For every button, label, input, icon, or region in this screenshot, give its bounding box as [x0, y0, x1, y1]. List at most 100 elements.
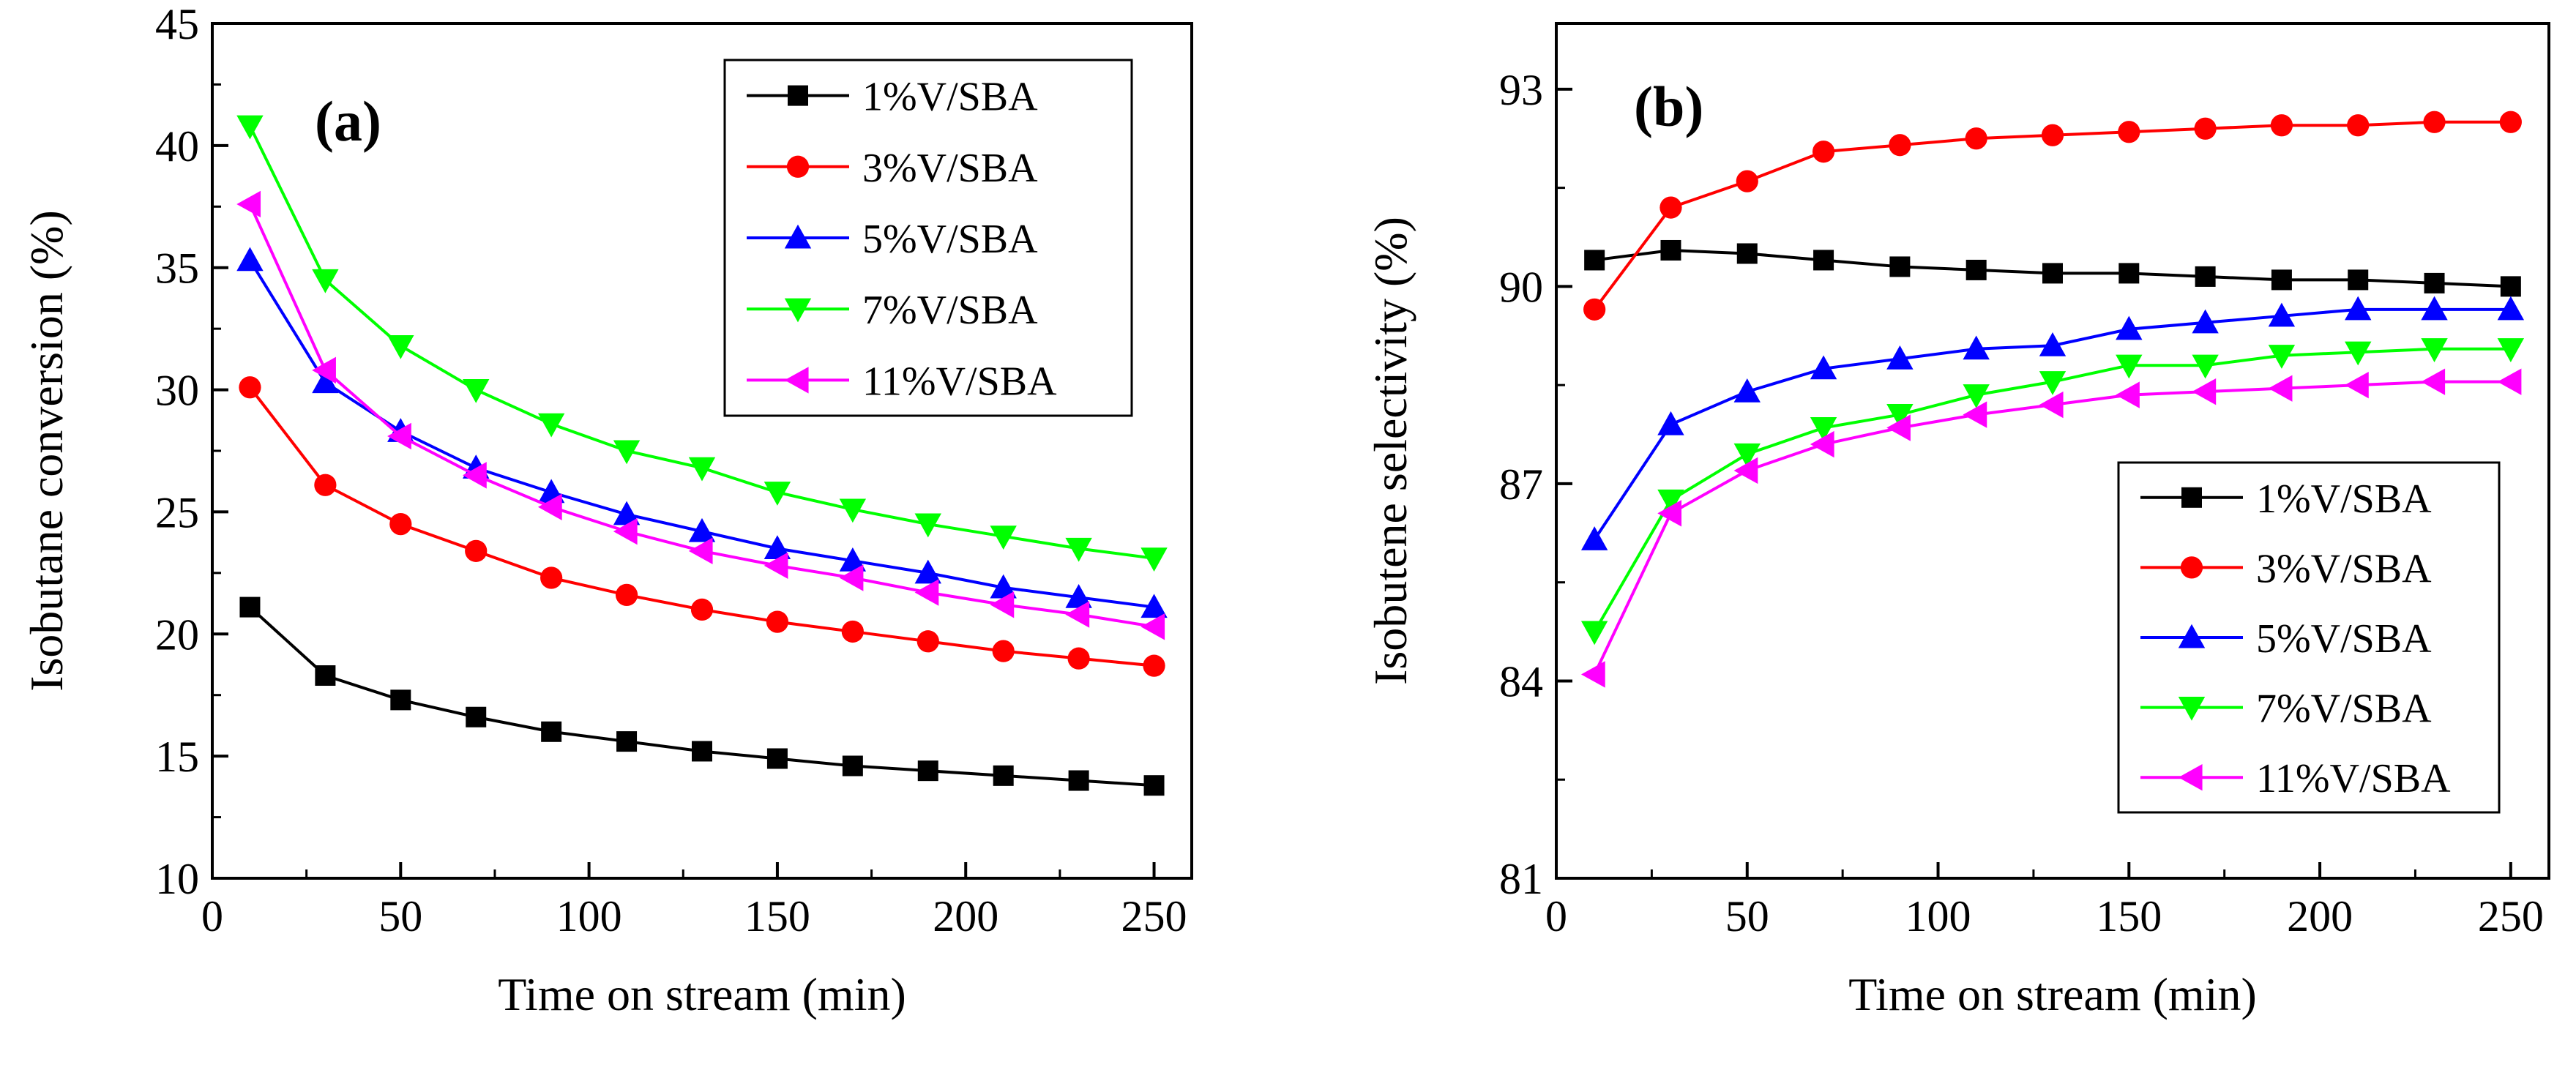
panel-a-x-tick-label: 200: [933, 892, 998, 940]
data-point-11pctv-sba: [1657, 500, 1682, 527]
data-point-11pctv-sba: [312, 356, 336, 384]
legend-label-5pctv-sba: 5%V/SBA: [2256, 616, 2432, 662]
data-point-11pctv-sba: [613, 517, 638, 545]
series-3pctv-sba: [1583, 111, 2522, 321]
data-point-5pctv-sba: [236, 247, 264, 272]
data-point-7pctv-sba: [613, 440, 641, 465]
data-point-7pctv-sba: [1580, 621, 1608, 646]
panel-b-x-tick-label: 100: [1905, 892, 1971, 940]
data-point-7pctv-sba: [688, 457, 716, 482]
data-point-1pctv-sba: [541, 721, 562, 742]
data-point-7pctv-sba: [312, 269, 339, 293]
data-point-11pctv-sba: [387, 422, 411, 450]
data-point-5pctv-sba: [2497, 296, 2525, 321]
panel-a-x-tick-label: 50: [378, 892, 422, 940]
panel-b-label: (b): [1634, 75, 1703, 138]
data-point-7pctv-sba: [2116, 354, 2143, 379]
data-point-1pctv-sba: [2348, 269, 2369, 291]
series-5pctv-sba: [1580, 296, 2525, 550]
panel-b-y-tick-label: 90: [1499, 263, 1543, 311]
data-point-7pctv-sba: [1065, 537, 1092, 562]
panel-b-plot-frame: [1555, 22, 2550, 880]
data-point-3pctv-sba: [1812, 141, 1835, 163]
panel-a-label: (a): [315, 89, 381, 153]
data-point-11pctv-sba: [1733, 457, 1758, 485]
data-point-11pctv-sba: [990, 591, 1015, 618]
data-point-11pctv-sba: [2345, 371, 2369, 399]
data-point-1pctv-sba: [2271, 269, 2292, 291]
data-point-1pctv-sba: [993, 765, 1014, 786]
data-point-5pctv-sba: [1810, 355, 1837, 380]
data-point-7pctv-sba: [387, 334, 414, 359]
data-point-3pctv-sba: [1583, 298, 1606, 321]
panel-a-x-tick-label: 150: [744, 892, 810, 940]
data-point-1pctv-sba: [2424, 272, 2445, 293]
data-point-11pctv-sba: [537, 493, 562, 520]
data-point-3pctv-sba: [1736, 170, 1758, 192]
data-point-7pctv-sba: [2497, 338, 2525, 362]
data-point-7pctv-sba: [2192, 354, 2219, 379]
panel-a-x-tick-label: 100: [556, 892, 622, 940]
data-point-3pctv-sba: [2118, 121, 2140, 143]
legend-marker-7pctv-sba: [784, 298, 812, 323]
data-point-7pctv-sba: [1657, 489, 1684, 514]
data-point-7pctv-sba: [1886, 404, 1914, 428]
legend-label-3pctv-sba: 3%V/SBA: [2256, 546, 2432, 591]
panel-a-y-tick-label: 45: [155, 0, 199, 48]
data-point-3pctv-sba: [1143, 654, 1165, 677]
data-point-3pctv-sba: [916, 630, 939, 653]
data-point-1pctv-sba: [692, 741, 712, 762]
data-point-1pctv-sba: [1660, 239, 1681, 261]
panel-b-legend: 1%V/SBA 3%V/SBA 5%V/SBA 7%V/SBA 11%V/SBA: [2117, 461, 2501, 814]
legend-label-11pctv-sba: 11%V/SBA: [862, 359, 1057, 404]
panel-a-y-tick-label: 10: [155, 855, 199, 903]
data-point-7pctv-sba: [2039, 371, 2067, 395]
legend-marker-1pctv-sba: [2181, 487, 2202, 508]
data-point-5pctv-sba: [990, 574, 1017, 599]
legend-label-7pctv-sba: 7%V/SBA: [862, 288, 1038, 333]
data-point-1pctv-sba: [1736, 243, 1758, 264]
data-point-7pctv-sba: [537, 413, 565, 438]
data-point-11pctv-sba: [688, 537, 713, 565]
data-point-11pctv-sba: [2421, 368, 2446, 395]
data-point-5pctv-sba: [2268, 302, 2296, 327]
data-point-5pctv-sba: [764, 535, 791, 560]
legend-marker-3pctv-sba: [2180, 556, 2203, 579]
data-point-11pctv-sba: [839, 564, 864, 591]
panel-a-x-tick-label: 0: [201, 892, 223, 940]
data-point-1pctv-sba: [1584, 250, 1605, 271]
data-point-3pctv-sba: [389, 512, 412, 536]
data-point-11pctv-sba: [1140, 613, 1165, 640]
legend-marker-3pctv-sba: [786, 155, 810, 178]
panel-b-y-tick-label: 84: [1499, 657, 1543, 706]
data-point-5pctv-sba: [839, 547, 867, 572]
data-point-5pctv-sba: [2039, 332, 2067, 356]
panel-b-x-tick-label: 0: [1545, 892, 1567, 940]
data-point-3pctv-sba: [1965, 127, 1987, 150]
panel-a-x-tick-label: 250: [1121, 892, 1187, 940]
data-point-3pctv-sba: [2194, 117, 2217, 140]
data-point-11pctv-sba: [236, 190, 261, 218]
panel-b-y-tick-label: 81: [1499, 855, 1543, 903]
series-7pctv-sba: [236, 115, 1168, 572]
data-point-7pctv-sba: [914, 513, 941, 538]
data-point-1pctv-sba: [239, 596, 261, 618]
legend-label-5pctv-sba: 5%V/SBA: [862, 217, 1038, 262]
legend-label-3pctv-sba: 3%V/SBA: [862, 146, 1038, 191]
data-point-1pctv-sba: [2195, 266, 2216, 287]
data-point-1pctv-sba: [1889, 256, 1911, 277]
legend-label-7pctv-sba: 7%V/SBA: [2256, 686, 2432, 732]
data-point-5pctv-sba: [1886, 345, 1914, 370]
data-point-11pctv-sba: [1886, 414, 1911, 441]
legend-marker-5pctv-sba: [784, 224, 812, 249]
data-point-3pctv-sba: [2041, 124, 2064, 146]
data-point-5pctv-sba: [688, 517, 716, 542]
data-point-3pctv-sba: [314, 474, 337, 496]
data-point-5pctv-sba: [1140, 594, 1168, 618]
legend-marker-11pctv-sba: [784, 367, 809, 394]
data-point-5pctv-sba: [1580, 526, 1608, 550]
data-point-1pctv-sba: [315, 665, 336, 686]
data-point-3pctv-sba: [2499, 111, 2522, 133]
data-point-11pctv-sba: [463, 462, 487, 489]
